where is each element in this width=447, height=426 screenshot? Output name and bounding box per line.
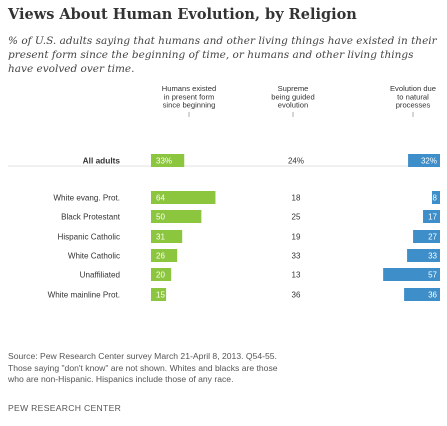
bar-existed-present-form [151, 154, 185, 167]
bar-existed-present-form [151, 191, 216, 204]
bar-natural-processes [383, 268, 440, 281]
value-label-guided: 18 [292, 194, 301, 203]
column-header-line: being guided [271, 92, 315, 101]
value-label-existed: 33% [156, 157, 172, 166]
value-label-natural: 36 [428, 291, 437, 300]
note-line: Those saying "don't know" are not shown.… [8, 362, 278, 373]
column-header-line: processes [396, 101, 431, 110]
category-label: White Catholic [68, 252, 120, 261]
bar-natural-processes [407, 249, 440, 262]
category-label: Unaffiliated [80, 271, 120, 280]
value-label-guided: 19 [292, 233, 301, 242]
value-label-guided: 25 [292, 213, 301, 222]
column-header-line: evolution [278, 101, 308, 110]
category-label: Black Protestant [61, 213, 121, 222]
value-label-existed: 26 [156, 252, 165, 261]
bar-existed-present-form [151, 288, 167, 301]
bar-natural-processes [423, 210, 440, 223]
value-label-existed: 20 [156, 271, 165, 280]
chart-notes: Source: Pew Research Center survey March… [8, 351, 440, 386]
value-label-natural: 17 [428, 213, 437, 222]
column-header-line: to natural [397, 92, 429, 101]
category-label: All adults [83, 156, 121, 166]
bar-existed-present-form [151, 268, 172, 281]
category-label: White evang. Prot. [53, 194, 120, 203]
bar-natural-processes [404, 288, 440, 301]
bar-existed-present-form [151, 249, 178, 262]
column-header-line: Humans existed [162, 84, 216, 93]
column-header-line: since beginning [163, 101, 216, 110]
value-label-guided: 13 [292, 271, 301, 280]
category-label: White mainline Prot. [48, 291, 120, 300]
bar-natural-processes [432, 191, 440, 204]
value-label-existed: 15 [156, 291, 165, 300]
bar-existed-present-form [151, 210, 202, 223]
value-label-existed: 31 [156, 233, 165, 242]
column-header-line: Supreme [278, 84, 309, 93]
value-label-existed: 50 [156, 213, 165, 222]
value-label-guided: 36 [292, 291, 301, 300]
column-header-line: in present form [164, 92, 215, 101]
note-line: who are non-Hispanic. Hispanics include … [8, 374, 234, 384]
value-label-natural: 27 [428, 233, 437, 242]
category-label: Hispanic Catholic [57, 233, 120, 242]
column-header-line: Evolution due [390, 84, 436, 93]
chart-title: Views About Human Evolution, by Religion [8, 6, 357, 23]
value-label-natural: 33 [428, 252, 437, 261]
value-label-natural: 57 [428, 271, 437, 280]
bar-natural-processes [413, 230, 440, 243]
value-label-guided: 33 [292, 252, 301, 261]
value-label-guided: 24% [288, 157, 304, 166]
bar-existed-present-form [151, 230, 183, 243]
bar-natural-processes [408, 154, 440, 167]
source-organization: PEW RESEARCH CENTER [8, 403, 122, 413]
chart-subtitle: % of U.S. adults saying that humans and … [8, 35, 437, 75]
value-label-natural: 32% [421, 157, 437, 166]
value-label-existed: 64 [156, 194, 165, 203]
value-label-natural: 8 [433, 194, 438, 203]
note-line: Source: Pew Research Center survey March… [8, 351, 277, 361]
